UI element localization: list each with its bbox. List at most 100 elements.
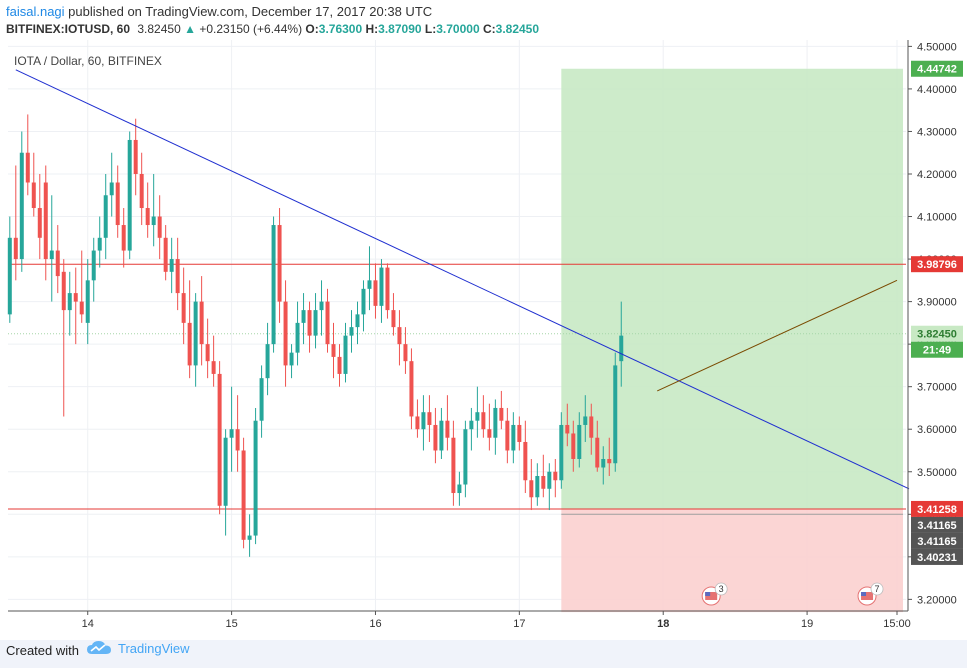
price-tick-label: 4.30000 xyxy=(917,126,957,138)
price-tick-label: 4.40000 xyxy=(917,84,957,96)
candle-body xyxy=(169,259,174,272)
candle-body xyxy=(517,424,522,442)
candle-body xyxy=(241,450,246,540)
candle-body xyxy=(571,433,576,459)
candle-body xyxy=(31,182,36,209)
candle-body xyxy=(607,458,612,464)
candle-body xyxy=(409,361,414,417)
candle xyxy=(601,446,606,485)
close-label: C: xyxy=(482,22,496,36)
stop-price-label-bg xyxy=(911,548,963,565)
candle xyxy=(511,412,516,464)
candle-body xyxy=(49,250,54,260)
candle xyxy=(13,165,18,281)
candle-body xyxy=(271,225,276,345)
price-tick-label: 4.10000 xyxy=(917,212,957,224)
candle xyxy=(61,259,66,417)
candle xyxy=(97,216,102,268)
tradingview-logo[interactable]: TradingView xyxy=(86,640,190,656)
stop-price-label: 3.40231 xyxy=(917,552,957,564)
candle-body xyxy=(595,437,600,468)
candle-body xyxy=(589,416,594,438)
candle-body xyxy=(73,293,78,302)
candle xyxy=(451,420,456,506)
candle xyxy=(379,259,384,323)
candle xyxy=(247,514,252,557)
footer: Created with TradingView xyxy=(0,640,967,668)
candle-body xyxy=(205,344,210,362)
candle-body xyxy=(223,437,228,506)
candle xyxy=(289,344,294,379)
candle-body xyxy=(217,373,222,506)
event-count-bubble xyxy=(714,582,728,596)
candle xyxy=(79,250,84,323)
candle-body xyxy=(433,424,438,451)
candle-body xyxy=(391,310,396,328)
candle-body xyxy=(481,412,486,430)
price-tick-label: 3.20000 xyxy=(917,594,957,606)
chart-title: IOTA / Dollar, 60, BITFINEX xyxy=(14,54,162,68)
candle xyxy=(421,395,426,451)
candle xyxy=(49,195,54,302)
candle-body xyxy=(187,322,192,366)
candle xyxy=(487,403,492,451)
tradingview-cloud-icon xyxy=(87,641,111,654)
candle-body xyxy=(79,301,84,315)
candle xyxy=(613,352,618,472)
high-value: 3.87090 xyxy=(378,22,422,36)
candle xyxy=(67,271,72,336)
candle-body xyxy=(559,424,564,481)
candle-body xyxy=(109,182,114,196)
flag-canton xyxy=(705,592,711,596)
candle-body xyxy=(439,420,444,451)
candle xyxy=(217,361,222,515)
candle-body xyxy=(493,407,498,438)
entry-price-label-2: 3.41165 xyxy=(917,536,956,548)
chart-header: faisal.nagi published on TradingView.com… xyxy=(0,0,967,40)
candle xyxy=(37,173,42,260)
candle-body xyxy=(289,352,294,366)
candle-body xyxy=(325,301,330,345)
candle-body xyxy=(343,335,348,374)
tradingview-brand[interactable]: TradingView xyxy=(118,640,190,656)
candle-body xyxy=(475,412,480,421)
candle xyxy=(331,322,336,379)
publication-info: faisal.nagi published on TradingView.com… xyxy=(6,4,432,19)
candle xyxy=(91,237,96,302)
candle xyxy=(361,280,366,332)
candle xyxy=(163,225,168,281)
candle-body xyxy=(175,259,180,294)
candle-body xyxy=(331,344,336,357)
candle-body xyxy=(379,267,384,306)
low-label: L: xyxy=(424,22,437,36)
candle-body xyxy=(7,237,12,315)
event-flag-icon: 3 xyxy=(701,582,728,606)
candle-body xyxy=(451,437,456,494)
candle xyxy=(385,263,390,319)
candle xyxy=(211,335,216,387)
candle-body xyxy=(97,237,102,251)
author-link[interactable]: faisal.nagi xyxy=(6,4,65,19)
candle-body xyxy=(421,412,426,430)
open-label: O: xyxy=(305,22,319,36)
candle xyxy=(547,463,552,511)
candle xyxy=(187,280,192,379)
candle xyxy=(295,301,300,366)
candle-body xyxy=(553,471,558,481)
candle xyxy=(607,437,612,477)
candle-body xyxy=(355,314,360,328)
flag-stripes xyxy=(705,592,718,600)
projection-line xyxy=(657,279,898,392)
candle xyxy=(583,395,588,442)
flag-stripes xyxy=(861,592,874,600)
candle xyxy=(475,386,480,438)
candle xyxy=(517,416,522,451)
event-count: 7 xyxy=(875,584,880,594)
candle-body xyxy=(277,225,282,302)
candle-body xyxy=(403,344,408,362)
candle xyxy=(265,322,270,396)
candle-body xyxy=(253,420,258,536)
last-price-label: 3.82450 xyxy=(917,329,957,341)
